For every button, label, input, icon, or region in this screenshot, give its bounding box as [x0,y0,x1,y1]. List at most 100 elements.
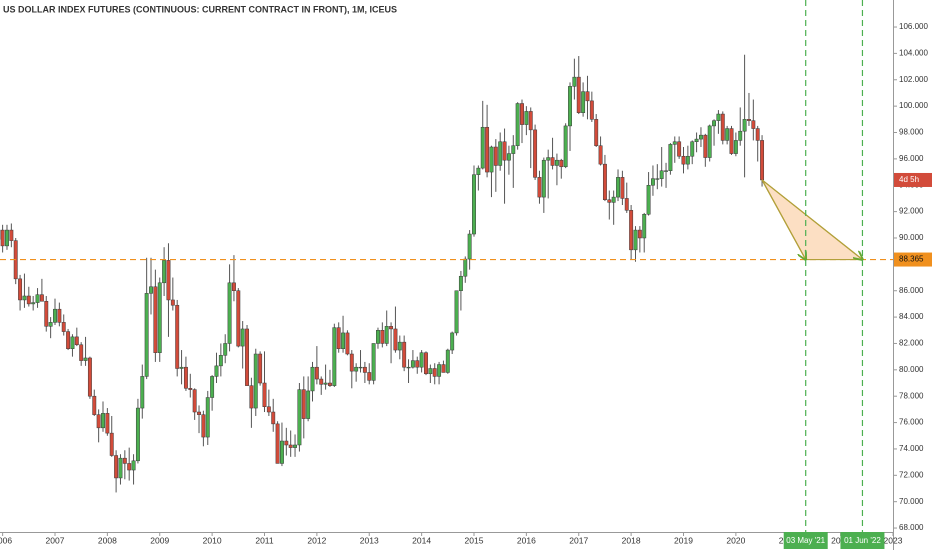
candle-body [672,141,677,145]
candle-body [677,141,682,157]
x-tick-label: 2006 [0,535,12,545]
candle-body [122,457,127,464]
candle-body [620,177,625,199]
candle-body [358,366,363,369]
x-tick-label: 2016 [517,535,536,545]
candle-body [760,140,765,181]
candle-body [262,382,267,407]
x-tick-label: 2011 [255,535,274,545]
candle-body [489,146,494,173]
candle-body [546,157,551,161]
candle-body [585,91,590,102]
candle-body [480,126,485,169]
candle-body [729,128,734,154]
candle-body [140,376,145,409]
candle-body [384,326,389,344]
candle-body [655,178,660,180]
x-tick-label: 2020 [726,535,745,545]
candle-body [528,111,533,131]
y-tick-label: 92.000 [899,207,924,216]
candle-body [472,174,476,235]
candle-body [192,389,197,413]
candle-body [498,141,503,166]
candle-body [227,282,232,344]
candle-body [511,145,516,154]
candle-body [616,177,620,198]
y-tick-label: 70.000 [899,497,924,506]
candle-body [345,332,350,355]
candle-body [602,163,607,200]
candle-body [441,364,446,373]
chart-title: US DOLLAR INDEX FUTURES (CONTINUOUS: CUR… [3,4,397,14]
candle-body [563,125,568,168]
level-price-box [894,252,932,267]
candle-body [31,302,36,305]
candle-body [685,155,690,165]
candle-body [236,290,241,347]
candle-body [118,457,123,479]
candle-body [127,463,132,471]
candle-body [179,366,184,369]
candle-body [280,440,284,464]
level-price-label: 88.365 [899,255,924,264]
candle-body [589,100,594,120]
candle-body [463,258,468,277]
candle-body [393,328,398,351]
candle-body [537,177,542,198]
candle-body [105,413,110,434]
candle-body [114,455,119,479]
candle-body [336,327,341,349]
marker-date-label: 01 Jun '22 [844,536,881,545]
candle-body [39,294,44,302]
candle-body [572,76,577,87]
candle-body [650,178,655,186]
candle-body [568,86,572,127]
candle-body [323,382,328,385]
candle-body [406,366,411,369]
candle-body [83,357,88,361]
y-tick-label: 82.000 [899,339,924,348]
candle-body [79,344,84,361]
x-tick-label: 2017 [569,535,588,545]
y-tick-label: 80.000 [899,365,924,374]
candle-body [716,113,721,121]
candle-body [92,395,97,415]
candle-body [633,229,638,251]
candle-body [690,141,695,157]
candle-body [506,153,511,161]
candle-body [502,141,507,161]
candle-body [559,159,564,168]
candle-body [26,295,31,305]
y-tick-label: 68.000 [899,523,924,532]
candle-body [87,357,92,397]
candle-body [476,167,481,175]
plot-area [0,54,765,493]
candle-body [332,327,337,386]
candle-body [554,159,559,166]
candle-body [520,103,524,125]
marker-date-box [783,532,828,549]
candle-body [245,328,249,386]
countdown-label: 4d 5h [899,175,919,184]
candle-body [450,332,455,351]
candle-body [9,229,14,241]
y-tick-label: 86.000 [899,286,924,295]
y-tick-label: 76.000 [899,418,924,427]
projection-arrow [761,179,862,260]
x-tick-label: 2008 [98,535,117,545]
candle-body [624,198,629,211]
x-tick-label: 2007 [46,535,65,545]
candle-body [428,368,433,375]
candle-body [424,352,428,375]
candle-body [22,295,27,301]
candle-body [223,343,228,356]
candle-body [581,91,586,113]
candle-body [61,322,66,332]
candle-body [576,76,581,113]
candle-body [402,341,407,368]
candle-body [301,389,306,419]
x-tick-label: 2010 [203,535,222,545]
candle-body [349,353,354,372]
candle-body [157,282,162,353]
candle-body [454,290,459,334]
